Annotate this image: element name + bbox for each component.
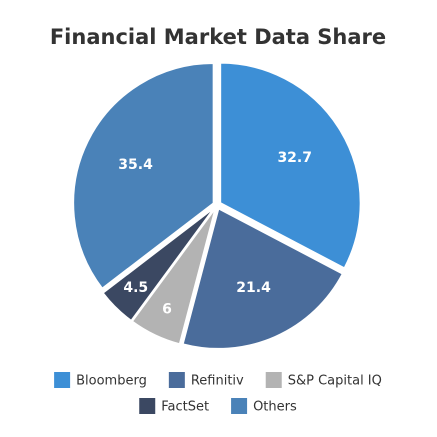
legend-label: FactSet xyxy=(161,400,209,415)
legend: Bloomberg Refinitiv S&P Capital IQ FactSet O… xyxy=(54,372,382,415)
data-label: 6 xyxy=(162,302,172,318)
chart-title: Financial Market Data Share xyxy=(50,25,386,49)
pie-slice xyxy=(72,62,215,290)
legend-swatch xyxy=(231,398,248,414)
pie: 32.7 21.4 6 4.5 35.4 xyxy=(72,62,362,350)
data-label: 21.4 xyxy=(236,280,271,296)
legend-swatch xyxy=(139,398,156,414)
legend-item: Refinitiv xyxy=(168,372,244,389)
legend-label: Bloomberg xyxy=(76,374,147,389)
pie-slice xyxy=(219,62,362,270)
legend-item: Bloomberg xyxy=(54,372,147,389)
pie-slice xyxy=(182,207,344,350)
legend-label: S&P Capital IQ xyxy=(288,374,382,389)
legend-swatch xyxy=(54,372,71,388)
legend-label: Others xyxy=(253,400,297,415)
legend-item: FactSet xyxy=(139,398,209,415)
data-label: 35.4 xyxy=(118,157,153,173)
legend-item: S&P Capital IQ xyxy=(265,372,382,389)
legend-swatch xyxy=(168,372,185,388)
legend-swatch xyxy=(265,372,282,388)
data-label: 32.7 xyxy=(277,150,312,166)
data-label: 4.5 xyxy=(123,280,148,296)
legend-item: Others xyxy=(231,398,297,415)
legend-label: Refinitiv xyxy=(191,374,244,389)
pie-slice xyxy=(101,207,215,322)
pie-slice xyxy=(131,208,216,345)
